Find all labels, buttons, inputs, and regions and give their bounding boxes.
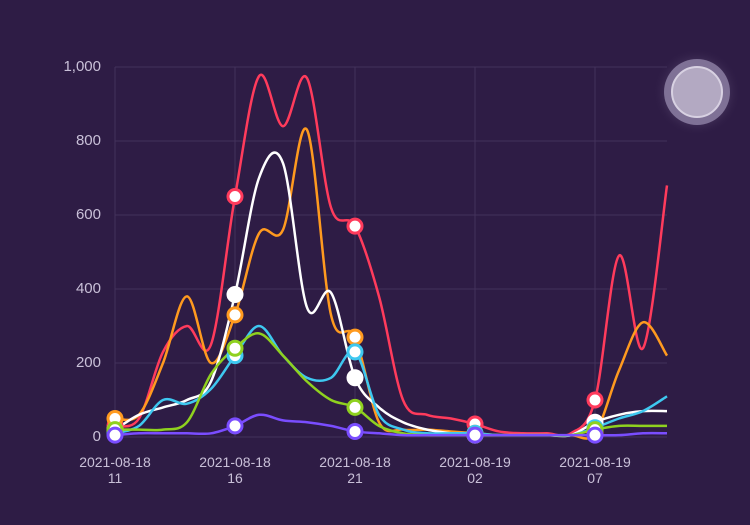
y-tick-label: 1,000	[63, 58, 101, 75]
x-tick-label: 2021-08-18 11	[79, 454, 151, 486]
marker	[226, 286, 244, 304]
y-tick-label: 800	[76, 132, 101, 149]
markers	[106, 188, 604, 444]
marker	[346, 369, 364, 387]
x-tick-label: 2021-08-19 07	[559, 454, 631, 486]
series-line	[114, 73, 669, 437]
marker	[346, 343, 364, 361]
floating-button[interactable]	[671, 66, 723, 118]
y-tick-label: 0	[93, 428, 101, 445]
marker	[226, 417, 244, 435]
series-line	[114, 127, 669, 440]
marker	[106, 426, 124, 444]
marker	[586, 426, 604, 444]
series-line	[114, 151, 668, 438]
marker	[226, 306, 244, 324]
marker	[346, 422, 364, 440]
marker	[346, 328, 364, 346]
y-tick-label: 200	[76, 354, 101, 371]
marker	[226, 188, 244, 205]
series-line	[114, 413, 668, 437]
x-tick-label: 2021-08-18 16	[199, 454, 271, 486]
marker	[466, 426, 484, 444]
x-tick-label: 2021-08-19 02	[439, 454, 511, 486]
marker	[346, 217, 364, 235]
marker	[346, 398, 364, 416]
y-tick-label: 600	[76, 206, 101, 223]
marker	[586, 391, 604, 409]
marker	[226, 339, 244, 357]
y-tick-label: 400	[76, 280, 101, 297]
series-lines	[114, 73, 669, 440]
x-tick-label: 2021-08-18 21	[319, 454, 391, 486]
